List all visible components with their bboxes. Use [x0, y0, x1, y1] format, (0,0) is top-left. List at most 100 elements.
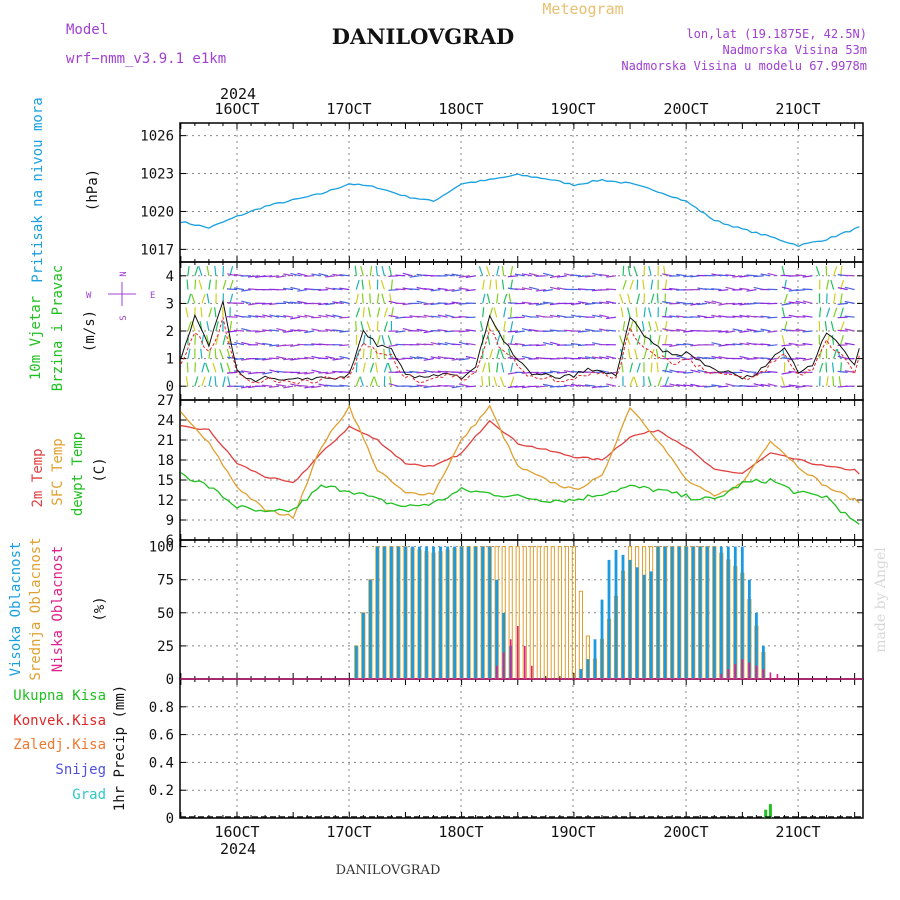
- wind-arrow: [732, 343, 743, 346]
- wind-arrow: [376, 320, 379, 332]
- wind-arrow: [676, 301, 687, 304]
- high-cloud-bar: [404, 546, 407, 679]
- wind-arrow: [626, 335, 631, 345]
- wind-arrow: [416, 300, 427, 304]
- low-cloud-bar: [748, 662, 751, 679]
- wind-arrow: [380, 279, 385, 290]
- wind-arrow: [276, 356, 287, 360]
- wind-arrow: [198, 279, 203, 290]
- wind-arrow: [781, 302, 792, 306]
- wind-arrow: [510, 279, 513, 290]
- high-cloud-bar: [467, 546, 470, 679]
- wind-arrow: [458, 275, 469, 278]
- wind-arrow: [465, 385, 476, 388]
- wind-arrow: [318, 314, 329, 318]
- wind-arrow: [383, 321, 388, 332]
- wind-arrow: [381, 334, 385, 345]
- wind-arrow: [185, 376, 189, 387]
- low-cloud-bar: [741, 659, 744, 679]
- wind-arrow: [570, 370, 581, 373]
- wind-arrow: [208, 307, 213, 318]
- high-cloud-bar: [432, 546, 435, 679]
- wind-arrow: [633, 376, 638, 387]
- wind-arrow: [388, 289, 399, 291]
- low-cloud-bar: [720, 674, 723, 679]
- wind-arrow: [683, 302, 694, 305]
- wind-arrow: [478, 266, 484, 276]
- wind-arrow: [416, 315, 427, 318]
- wind-arrow: [739, 275, 750, 278]
- wind-arrow: [577, 356, 588, 360]
- wind-arrow: [430, 289, 441, 292]
- wind-arrow: [234, 341, 245, 346]
- wind-arrow: [676, 371, 687, 373]
- y-tick-label: 0: [166, 379, 174, 395]
- wind-arrow: [503, 321, 506, 332]
- high-cloud-bar: [376, 546, 379, 679]
- high-cloud-bar: [474, 546, 477, 679]
- wind-arrow: [507, 330, 518, 333]
- wind-arrow: [704, 316, 715, 319]
- wind-arrow: [465, 342, 476, 346]
- wind-arrow: [655, 348, 659, 359]
- wind-arrow: [725, 330, 736, 334]
- wind-arrow: [496, 265, 500, 276]
- wind-arrow: [269, 344, 280, 347]
- model-label: Model: [66, 22, 108, 38]
- high-cloud-bar: [663, 546, 667, 679]
- y-tick-label: 6: [166, 533, 174, 549]
- wind-arrow: [325, 302, 336, 306]
- wind-arrow: [325, 314, 336, 318]
- wind-arrow: [375, 265, 378, 276]
- precip-label-freezing: Zaledj.Kisa: [13, 737, 106, 753]
- wind-arrow: [746, 328, 757, 332]
- y-tick-label: 12: [157, 493, 174, 509]
- y-tick-label: 18: [157, 453, 174, 469]
- wind-arrow: [304, 330, 315, 334]
- wind-arrow: [521, 301, 532, 304]
- wind-arrow: [234, 287, 245, 291]
- altitude-label: Nadmorska Visina 53m: [723, 43, 868, 57]
- wind-arrow: [208, 279, 211, 290]
- y-tick-label: 1020: [140, 204, 174, 220]
- wind-arrow: [650, 348, 655, 359]
- wind-arrow: [767, 330, 778, 333]
- wind-arrow: [643, 307, 646, 318]
- y-tick-label: 2: [166, 324, 174, 340]
- wind-arrow: [656, 362, 659, 373]
- wind-arrow: [840, 321, 845, 332]
- wind-arrow: [510, 362, 514, 373]
- y-tick-label: 3: [166, 296, 174, 312]
- wind-arrow: [283, 344, 294, 347]
- wind-arrow: [650, 362, 653, 373]
- wind-arrow: [704, 300, 715, 304]
- wind-gust-line: [180, 317, 860, 385]
- wind-arrow: [241, 289, 252, 292]
- wind-arrow: [444, 273, 455, 277]
- wind-arrow: [503, 307, 507, 318]
- high-cloud-bar: [488, 546, 492, 679]
- wind-arrow: [262, 314, 273, 318]
- wind-arrow: [584, 302, 596, 306]
- wind-arrow: [226, 371, 238, 374]
- y-tick-label: 24: [157, 413, 174, 429]
- bottom-year-label: 2024: [220, 840, 256, 858]
- wind-arrow: [832, 376, 835, 387]
- wind-arrow: [521, 328, 532, 332]
- wind-arrow: [711, 288, 722, 291]
- wind-arrow: [458, 383, 469, 387]
- wind-arrow: [355, 307, 361, 318]
- wind-arrow: [496, 348, 500, 359]
- pressure-label: Pritisak na nivou mora: [30, 97, 46, 282]
- wind-arrow: [788, 329, 799, 332]
- wind-arrow: [767, 272, 778, 277]
- wind-arrow: [577, 275, 588, 278]
- wind-arrow: [844, 328, 855, 332]
- wind-arrow: [662, 301, 673, 304]
- wind-arrow: [269, 369, 280, 373]
- wind-arrow: [361, 293, 364, 304]
- wind-arrow: [332, 287, 343, 291]
- wind-arrow: [262, 329, 273, 332]
- compass-south: S: [119, 315, 129, 320]
